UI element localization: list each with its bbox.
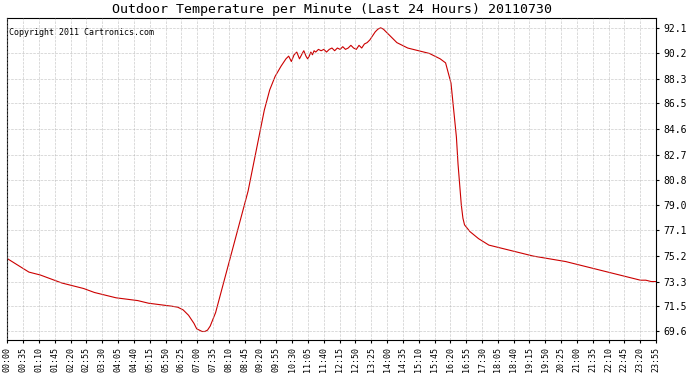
Title: Outdoor Temperature per Minute (Last 24 Hours) 20110730: Outdoor Temperature per Minute (Last 24 … — [112, 3, 552, 16]
Text: Copyright 2011 Cartronics.com: Copyright 2011 Cartronics.com — [9, 28, 155, 37]
